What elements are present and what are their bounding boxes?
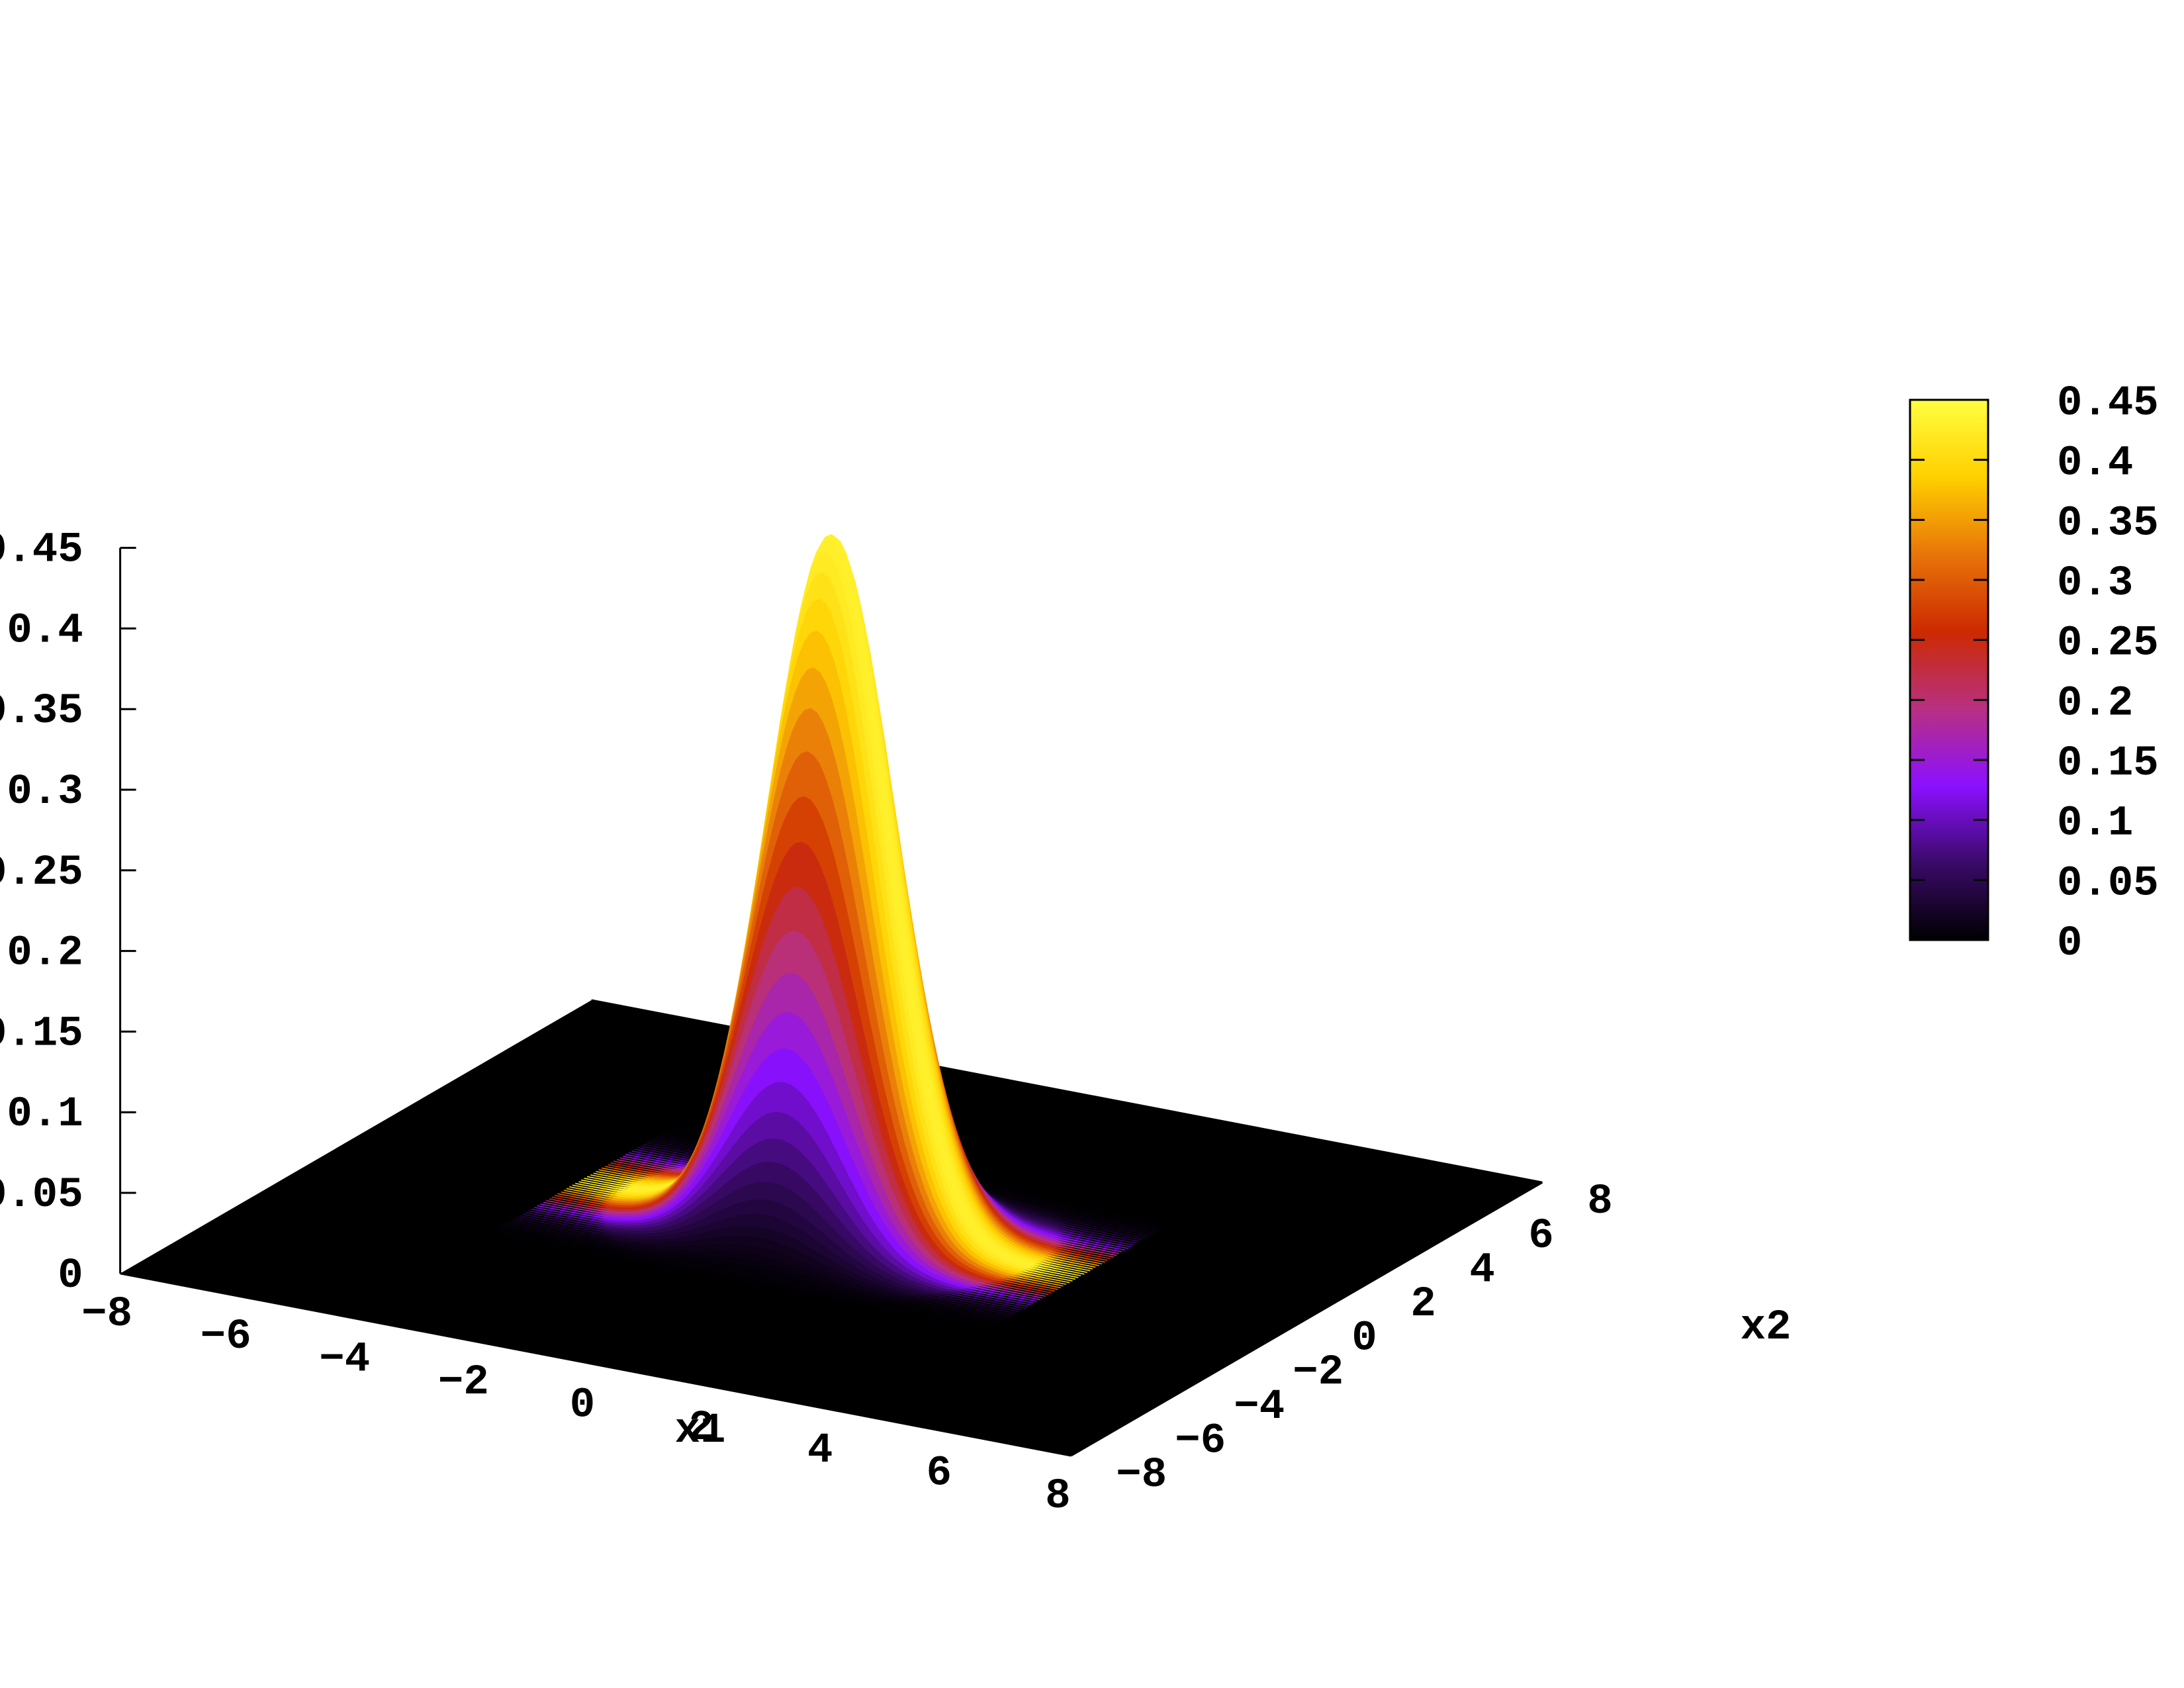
x2-tick-label: 4 [1469,1246,1494,1294]
x2-tick-label: 8 [1587,1178,1612,1226]
x2-tick-label: −4 [1234,1383,1285,1431]
surface-strip [473,1243,972,1340]
colorbar-tick-label: 0.45 [2057,380,2159,428]
surface-strip [463,1248,964,1345]
surface-strip [449,1256,949,1354]
surface-strip [451,1254,952,1352]
x2-tick-label: −6 [1175,1417,1226,1465]
colorbar-tick-label: 0.2 [2057,680,2133,727]
x1-tick-label: −6 [201,1313,251,1361]
colorbar-tick-label: 0.1 [2057,800,2133,848]
x2-tick-label: −8 [1116,1452,1167,1499]
x1-axis-label: x1 [675,1407,726,1455]
z-tick-label: 0.2 [7,930,83,978]
surface-strip [467,1246,966,1343]
colorbar-tick-label: 0.25 [2057,620,2159,668]
x1-tick-label: 0 [570,1382,595,1429]
colorbar: 0 0.05 0.1 0.15 0.2 0.25 0.3 0.35 0.4 0.45 [1909,380,2159,968]
x2-tick-label: 6 [1528,1213,1553,1260]
z-tick-label: 0.05 [0,1172,83,1219]
x2-tick-label: −2 [1293,1349,1343,1397]
colorbar-tick-label: 0.15 [2057,740,2159,788]
x2-axis-label: x2 [1741,1304,1792,1352]
surface-layer [449,534,1217,1354]
surface-strip [455,1252,954,1350]
z-tick-label: 0.15 [0,1010,83,1058]
z-tick-label: 0.4 [7,607,83,655]
colorbar-tick-label: 0.05 [2057,860,2159,908]
x1-tick-label: 2 [688,1405,713,1452]
colorbar-tick-label: 0.35 [2057,500,2159,547]
colorbar-tick-label: 0.3 [2057,560,2133,608]
z-tick-label: 0.25 [0,849,83,897]
surface-strip [457,1251,958,1348]
surface-strip [469,1244,970,1342]
x1-axis-line [120,1272,1071,1457]
colorbar-tick-label: 0 [2057,920,2082,968]
colorbar-scale [1909,399,1989,941]
surface-strip [478,1239,978,1336]
x1-tick-label: 6 [927,1450,952,1498]
z-tick-label: 0.45 [0,527,83,575]
z-tick-label: 0 [58,1252,83,1300]
colorbar-tick-label: 0.4 [2057,440,2133,488]
x1-tick-label: 4 [807,1427,833,1475]
surface-strip [461,1249,960,1346]
x2-axis-line [1070,1181,1543,1457]
z-tick-label: 0.35 [0,688,83,735]
x1-tick-label: 8 [1045,1473,1070,1521]
axes-layer: 00.050.10.150.20.250.30.350.40.45−8−6−4−… [0,527,1613,1521]
surface-strip [484,1236,984,1333]
x1-tick-label: −4 [319,1336,370,1384]
x2-tick-label: 0 [1351,1315,1377,1363]
z-tick-label: 0.1 [7,1091,83,1139]
x2-tick-label: 2 [1410,1281,1435,1329]
x1-tick-label: −8 [81,1291,132,1338]
x1-tick-label: −2 [438,1359,489,1407]
surface-strip [475,1241,976,1338]
surface-strip [481,1237,981,1335]
z-tick-label: 0.3 [7,769,83,816]
